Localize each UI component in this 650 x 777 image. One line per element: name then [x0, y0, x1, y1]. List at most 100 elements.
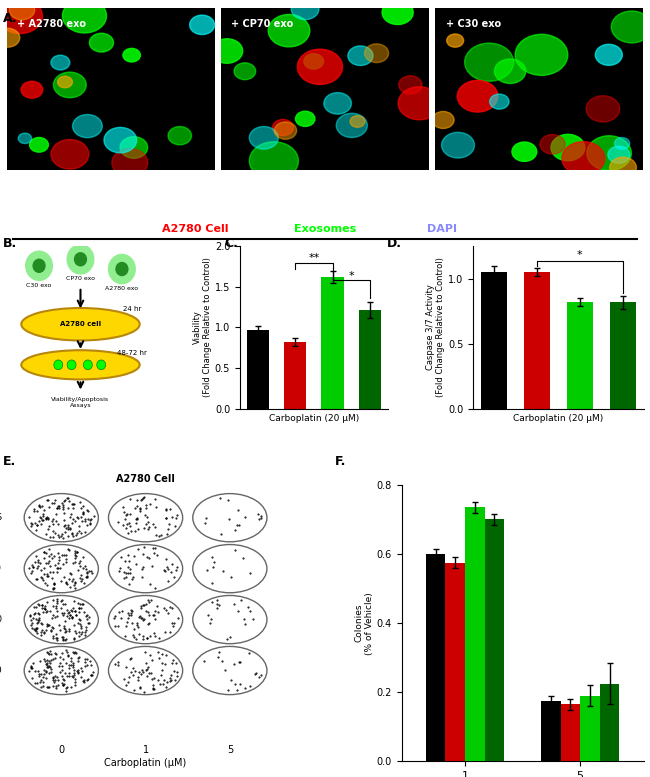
Circle shape	[54, 360, 63, 370]
Circle shape	[586, 96, 619, 122]
Text: CP70: CP70	[0, 615, 3, 624]
Text: + CP70 exo: + CP70 exo	[231, 19, 294, 29]
Circle shape	[21, 82, 43, 98]
Circle shape	[0, 0, 42, 33]
Text: C30 exo: C30 exo	[27, 283, 52, 288]
Circle shape	[304, 54, 324, 69]
Circle shape	[382, 0, 413, 25]
Text: CP70 exo: CP70 exo	[66, 277, 95, 281]
Circle shape	[0, 28, 20, 47]
Circle shape	[489, 94, 509, 109]
Circle shape	[89, 33, 114, 52]
Circle shape	[18, 133, 32, 144]
Circle shape	[24, 595, 98, 643]
Y-axis label: Colonies
(% of Vehicle): Colonies (% of Vehicle)	[354, 592, 374, 654]
Circle shape	[297, 49, 343, 85]
Text: A2780: A2780	[0, 564, 3, 573]
Circle shape	[9, 0, 34, 19]
Text: D.: D.	[387, 237, 402, 250]
Bar	[246, 330, 269, 409]
Circle shape	[350, 116, 365, 127]
Text: 5: 5	[227, 745, 233, 755]
Circle shape	[465, 43, 514, 82]
Text: + A2780 exo: + A2780 exo	[17, 19, 86, 29]
Text: Viability/Apoptosis
Assays: Viability/Apoptosis Assays	[51, 397, 110, 408]
Circle shape	[324, 92, 352, 114]
Circle shape	[193, 595, 267, 643]
Circle shape	[24, 545, 98, 593]
Circle shape	[116, 263, 128, 276]
Bar	[481, 272, 507, 409]
Circle shape	[193, 493, 267, 542]
Circle shape	[58, 76, 72, 88]
Text: 0: 0	[58, 745, 64, 755]
Circle shape	[250, 127, 278, 149]
Circle shape	[62, 0, 107, 33]
Circle shape	[291, 0, 319, 19]
Circle shape	[97, 360, 106, 370]
Circle shape	[211, 39, 242, 63]
Title: A2780 Cell: A2780 Cell	[116, 474, 175, 484]
Text: 48-72 hr: 48-72 hr	[118, 350, 147, 356]
Circle shape	[608, 146, 630, 163]
Text: E.: E.	[3, 455, 16, 468]
Ellipse shape	[21, 308, 140, 340]
Circle shape	[336, 113, 367, 138]
Circle shape	[33, 260, 45, 272]
Circle shape	[51, 140, 89, 169]
Circle shape	[112, 148, 148, 176]
Circle shape	[457, 80, 498, 112]
Bar	[610, 302, 636, 409]
Circle shape	[515, 34, 568, 75]
Circle shape	[168, 127, 192, 145]
Circle shape	[348, 46, 373, 65]
X-axis label: Carboplatin (20 μM): Carboplatin (20 μM)	[269, 414, 359, 423]
Bar	[600, 684, 619, 761]
Bar	[465, 507, 484, 761]
Bar	[321, 277, 344, 409]
Text: *: *	[577, 250, 582, 260]
Circle shape	[441, 132, 474, 158]
Bar	[541, 701, 560, 761]
Circle shape	[398, 87, 441, 120]
Bar	[359, 309, 381, 409]
Circle shape	[190, 15, 214, 34]
Circle shape	[123, 48, 140, 62]
Circle shape	[75, 253, 86, 266]
Text: A2780 cell: A2780 cell	[60, 321, 101, 327]
Circle shape	[109, 545, 183, 593]
Text: + C30 exo: + C30 exo	[446, 19, 501, 29]
Text: C30: C30	[0, 666, 3, 675]
Circle shape	[398, 75, 422, 94]
Text: C.: C.	[224, 237, 238, 250]
Circle shape	[540, 134, 565, 154]
Circle shape	[234, 63, 255, 80]
Circle shape	[551, 134, 585, 161]
Circle shape	[614, 138, 630, 149]
Circle shape	[120, 137, 148, 159]
Circle shape	[51, 55, 70, 70]
Circle shape	[109, 254, 135, 284]
Circle shape	[274, 122, 296, 139]
Circle shape	[512, 142, 537, 162]
Circle shape	[365, 44, 389, 63]
Y-axis label: Viability
(Fold Change Relative to Control): Viability (Fold Change Relative to Contr…	[192, 257, 212, 397]
Bar	[484, 519, 504, 761]
Circle shape	[24, 646, 98, 695]
Bar	[524, 272, 550, 409]
Circle shape	[447, 34, 463, 47]
Circle shape	[610, 157, 636, 178]
Circle shape	[53, 72, 86, 98]
Bar	[284, 342, 306, 409]
Circle shape	[67, 360, 76, 370]
Circle shape	[29, 138, 48, 152]
Circle shape	[495, 59, 526, 83]
Text: Exosomes: Exosomes	[294, 225, 356, 234]
Circle shape	[268, 15, 310, 47]
Bar	[560, 705, 580, 761]
Circle shape	[250, 141, 298, 180]
Circle shape	[272, 120, 293, 136]
Circle shape	[611, 11, 650, 43]
Text: Carboplatin (μM): Carboplatin (μM)	[105, 758, 187, 768]
Bar	[426, 554, 445, 761]
